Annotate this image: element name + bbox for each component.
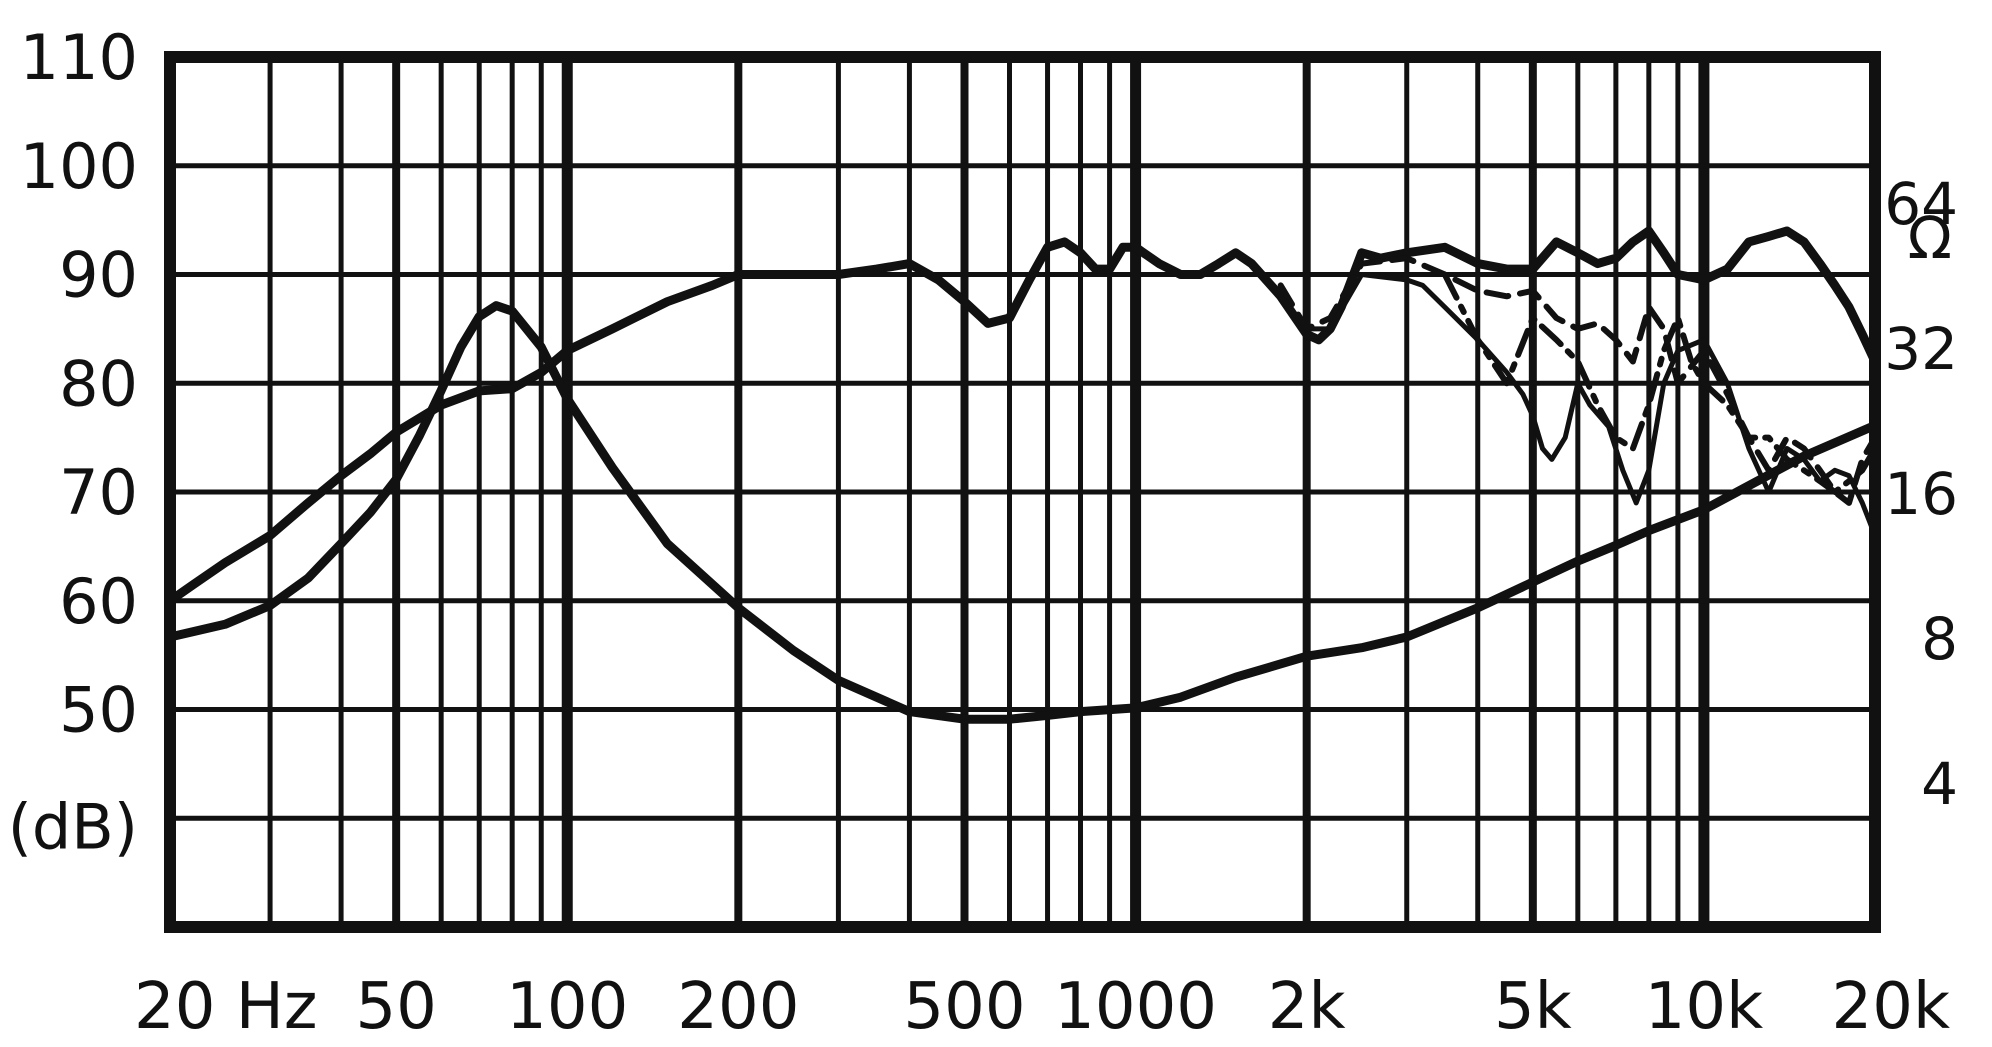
plot-frame (164, 51, 1881, 933)
grid (170, 57, 1875, 927)
x-tick-label: 20k (1832, 970, 1951, 1044)
y-axis-unit-label: (dB) (8, 790, 138, 863)
y-tick-label: 50 (59, 674, 138, 747)
y2-tick-label: 32 (1884, 315, 1958, 383)
y2-tick-label: 4 (1921, 750, 1958, 818)
y-tick-label: 80 (59, 347, 138, 420)
y-tick-label: 110 (20, 21, 138, 94)
x-tick-label: 1000 (1054, 970, 1217, 1044)
y2-axis-unit-label: Ω (1908, 204, 1952, 272)
response-curve-4 (1441, 271, 1878, 495)
y-tick-label: 60 (59, 565, 138, 638)
x-axis-labels: 20 Hz 50 100 200 500 1000 2k 5k 10k 20k (134, 970, 1950, 1044)
y-tick-label: 70 (59, 456, 138, 529)
response-curve-1 (165, 226, 1880, 606)
x-tick-label: 200 (677, 970, 799, 1044)
x-tick-label: 10k (1645, 970, 1764, 1044)
y2-axis-labels: 64 32 16 8 4 (1884, 170, 1958, 818)
x-tick-label: 500 (903, 970, 1025, 1044)
impedance-curve (165, 301, 1880, 724)
x-tick-label: 2k (1268, 970, 1346, 1044)
x-tick-label: 20 Hz (134, 970, 318, 1044)
y2-tick-label: 64 (1884, 170, 1958, 238)
curves (165, 226, 1880, 724)
x-tick-label: 100 (506, 970, 628, 1044)
x-tick-label: 50 (355, 970, 436, 1044)
y-tick-label: 100 (20, 130, 138, 203)
x-tick-label: 5k (1494, 970, 1572, 1044)
y-axis-labels: 110 100 90 80 70 60 50 (20, 21, 138, 747)
y2-tick-label: 8 (1921, 605, 1958, 673)
response-curve-3 (1277, 255, 1878, 506)
y-tick-label: 90 (59, 239, 138, 312)
y2-tick-label: 16 (1884, 460, 1958, 528)
